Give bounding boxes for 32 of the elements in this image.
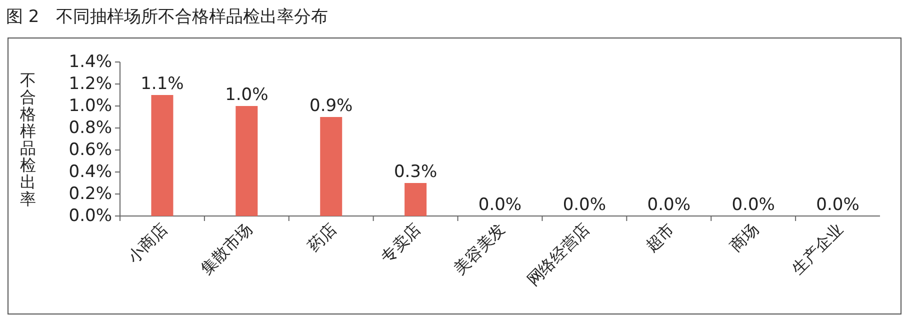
data-label: 0.0% — [732, 195, 775, 215]
data-label: 1.0% — [225, 85, 268, 105]
y-tick-label: 0.2% — [68, 184, 112, 204]
y-tick-label: 1.0% — [68, 96, 112, 116]
y-tick-label: 0.8% — [68, 118, 112, 138]
data-label: 0.0% — [816, 195, 860, 215]
y-tick-label: 0.6% — [68, 140, 112, 160]
y-tick-label: 1.4% — [68, 52, 112, 72]
x-tick-label: 集散市场 — [196, 219, 256, 278]
x-tick-label: 网络经营店 — [523, 219, 594, 290]
bar — [404, 183, 427, 216]
x-tick-label: 专卖店 — [377, 219, 424, 267]
x-tick-label: 药店 — [304, 219, 340, 256]
x-tick-label: 小商店 — [124, 219, 172, 267]
data-label: 0.0% — [647, 195, 690, 215]
bar — [151, 95, 174, 216]
data-label: 0.0% — [478, 195, 522, 215]
bar — [320, 117, 342, 216]
data-label: 0.3% — [394, 162, 438, 182]
x-tick-label: 生产企业 — [788, 219, 847, 278]
x-tick-label: 美容美发 — [450, 219, 509, 278]
x-tick-label: 商场 — [726, 219, 762, 256]
y-axis-title: 不合格样品检出率 — [19, 70, 36, 208]
data-label: 0.9% — [310, 96, 353, 116]
data-label: 0.0% — [562, 195, 606, 215]
y-tick-label: 0.0% — [68, 206, 112, 226]
y-tick-label: 0.4% — [68, 162, 112, 182]
x-tick-label: 超市 — [642, 219, 678, 256]
y-tick-label: 1.2% — [68, 74, 112, 94]
data-label: 1.1% — [140, 74, 184, 94]
chart-title: 图 2 不同抽样场所不合格样品检出率分布 — [6, 7, 328, 27]
bar — [236, 106, 258, 216]
